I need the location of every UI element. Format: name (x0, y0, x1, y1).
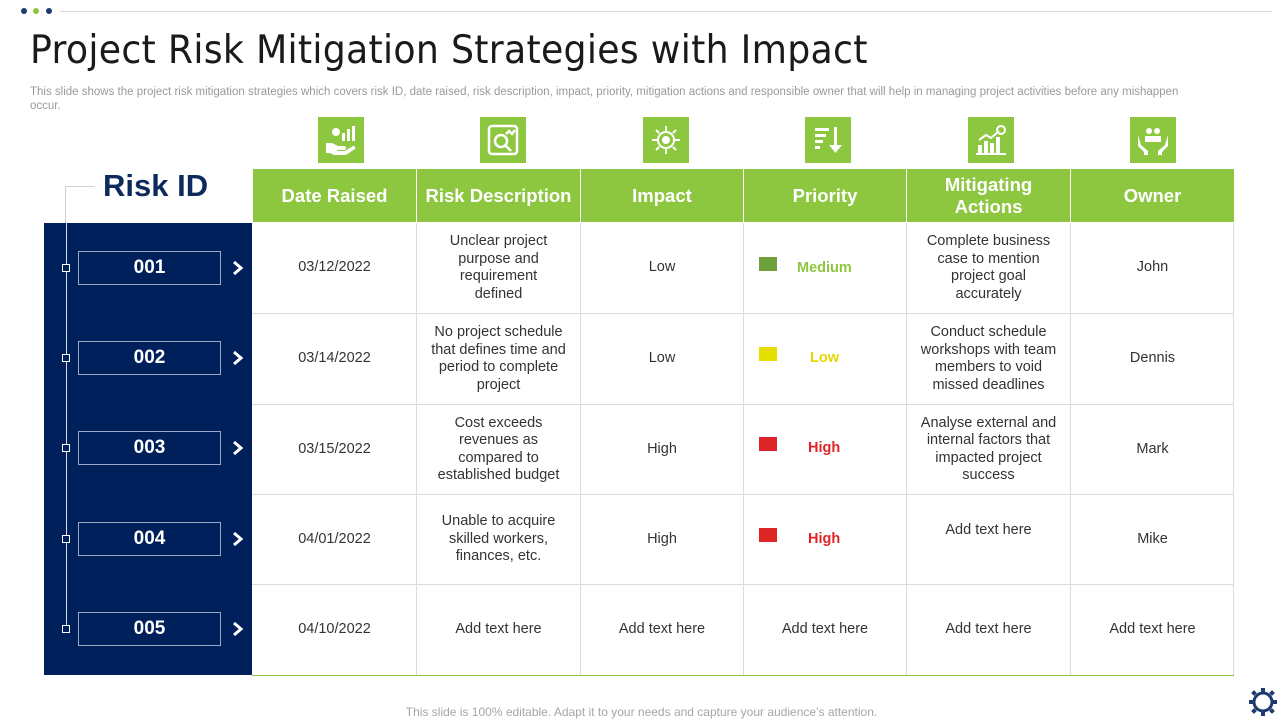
header-impact: Impact (581, 169, 743, 222)
cell-action: Add text here (945, 621, 1032, 638)
priority-low-icon (759, 347, 777, 361)
priority-label: High (808, 440, 841, 456)
grid-line (1233, 223, 1234, 675)
cell-description: Add text here (455, 621, 542, 638)
chevron-right-icon (233, 531, 244, 547)
grid-line (416, 223, 417, 675)
risk-id-row: 004 (44, 495, 252, 585)
header-risk-description: Risk Description (417, 169, 580, 222)
cell-owner: Dennis (1129, 350, 1176, 367)
chevron-right-icon (233, 440, 244, 456)
timeline-node-icon (62, 535, 70, 543)
cell-action: Conduct schedule workshops with team mem… (920, 324, 1057, 393)
page-subtitle: This slide shows the project risk mitiga… (30, 86, 1179, 112)
chevron-right-icon (233, 621, 244, 637)
cell-date: 03/14/2022 (298, 350, 371, 367)
cell-impact: Add text here (618, 621, 706, 638)
grid-line (743, 223, 744, 675)
priority-label: Medium (797, 260, 852, 276)
cell-owner: Mark (1136, 440, 1169, 457)
cell-impact: High (647, 440, 677, 457)
grid-line (252, 675, 1234, 676)
header-mitigating-actions: Mitigating Actions (907, 169, 1070, 222)
gear-icon (1249, 688, 1277, 716)
cell-action: Complete business case to mention projec… (926, 233, 1051, 302)
cell-owner: John (1136, 259, 1169, 276)
grid-line (1070, 223, 1071, 675)
hand-chart-icon (318, 117, 364, 163)
cell-date: 04/10/2022 (298, 621, 371, 638)
cell-date: 03/15/2022 (298, 440, 371, 457)
grid-line (906, 223, 907, 675)
top-divider (60, 11, 1272, 12)
cell-owner: Mike (1137, 530, 1168, 547)
cell-impact: Low (648, 350, 676, 367)
cell-action: Analyse external and internal factors th… (920, 414, 1057, 484)
priority-high-icon (759, 437, 777, 451)
header-priority: Priority (744, 169, 906, 222)
cell-description: Unclear project purpose and requirement … (449, 233, 548, 302)
page-title: Project Risk Mitigation Strategies with … (30, 28, 868, 73)
cell-action: Add text here (945, 522, 1032, 539)
top-dot-icon (46, 8, 52, 14)
risk-id-row: 002 (44, 314, 252, 404)
cell-description: Unable to acquire skilled workers, finan… (441, 513, 556, 565)
top-bar (0, 0, 1280, 22)
cell-description: Cost exceeds revenues as compared to est… (437, 414, 560, 484)
cell-priority: Add text here (781, 621, 869, 638)
risk-id-box: 002 (78, 341, 221, 375)
risk-id-box: 003 (78, 431, 221, 465)
cell-date: 04/01/2022 (298, 530, 371, 547)
risk-id-row: 005 (44, 585, 252, 675)
risk-id-box: 005 (78, 612, 221, 646)
hands-people-icon (1130, 117, 1176, 163)
priority-high-icon (759, 528, 777, 542)
risk-id-box: 004 (78, 522, 221, 556)
top-dot-icon (33, 8, 39, 14)
descending-arrow-icon (805, 117, 851, 163)
timeline-node-icon (62, 625, 70, 633)
top-dot-icon (21, 8, 27, 14)
grid-line (580, 223, 581, 675)
growth-chart-gear-icon (968, 117, 1014, 163)
priority-medium-icon (759, 257, 777, 271)
risk-id-box: 001 (78, 251, 221, 285)
risk-id-row: 003 (44, 404, 252, 494)
cell-date: 03/12/2022 (298, 259, 371, 276)
timeline-line (66, 223, 67, 631)
priority-label: Low (810, 350, 839, 366)
timeline-node-icon (62, 444, 70, 452)
magnifier-chart-icon (480, 117, 526, 163)
cell-owner: Add text here (1109, 621, 1196, 638)
cell-impact: Low (648, 259, 676, 276)
target-gear-icon (643, 117, 689, 163)
footer-note: This slide is 100% editable. Adapt it to… (405, 705, 878, 719)
cell-impact: High (647, 530, 677, 547)
risk-id-heading: Risk ID (103, 168, 209, 203)
priority-label: High (808, 531, 841, 547)
chevron-right-icon (233, 350, 244, 366)
risk-id-row: 001 (44, 224, 252, 314)
timeline-node-icon (62, 264, 70, 272)
timeline-node-icon (62, 354, 70, 362)
header-owner: Owner (1071, 169, 1234, 222)
cell-description: No project schedule that defines time an… (431, 324, 566, 393)
header-date-raised: Date Raised (253, 169, 416, 222)
chevron-right-icon (233, 260, 244, 276)
risk-id-bracket (65, 186, 95, 187)
